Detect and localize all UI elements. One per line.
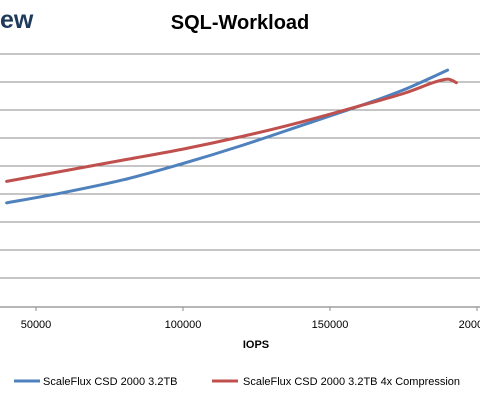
x-axis-label: IOPS xyxy=(243,339,269,351)
legend: ScaleFlux CSD 2000 3.2TB ScaleFlux CSD 20… xyxy=(14,376,460,388)
x-tick-label-0: 50000 xyxy=(21,319,52,331)
x-tick-label-2: 150000 xyxy=(312,319,349,331)
x-tick-label-1: 100000 xyxy=(165,319,202,331)
series-layer xyxy=(5,68,458,205)
x-tick-label-3: 200000 xyxy=(459,319,480,331)
chart-title: SQL-Workload xyxy=(170,12,310,34)
logo-fragment: ew xyxy=(0,6,34,34)
series-line-0 xyxy=(5,68,450,205)
x-tick-labels: 50000 100000 150000 200000 xyxy=(21,307,480,331)
legend-label-0: ScaleFlux CSD 2000 3.2TB xyxy=(43,376,178,388)
legend-label-1: ScaleFlux CSD 2000 3.2TB 4x Compression xyxy=(243,376,460,388)
series-line-1 xyxy=(5,77,458,183)
